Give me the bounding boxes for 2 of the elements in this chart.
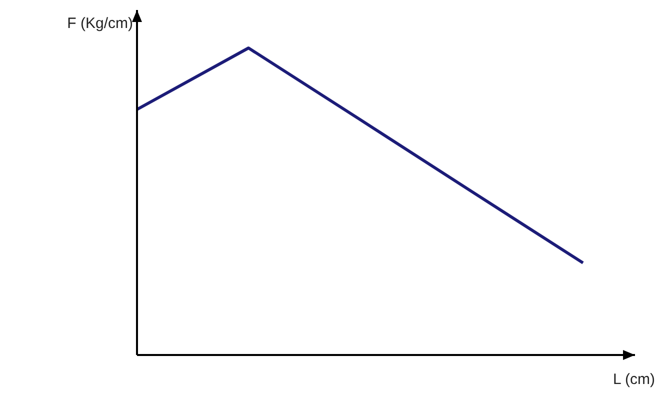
x-axis-title: L (cm): [613, 371, 655, 388]
y-axis-title: F (Kg/cm): [67, 15, 133, 32]
